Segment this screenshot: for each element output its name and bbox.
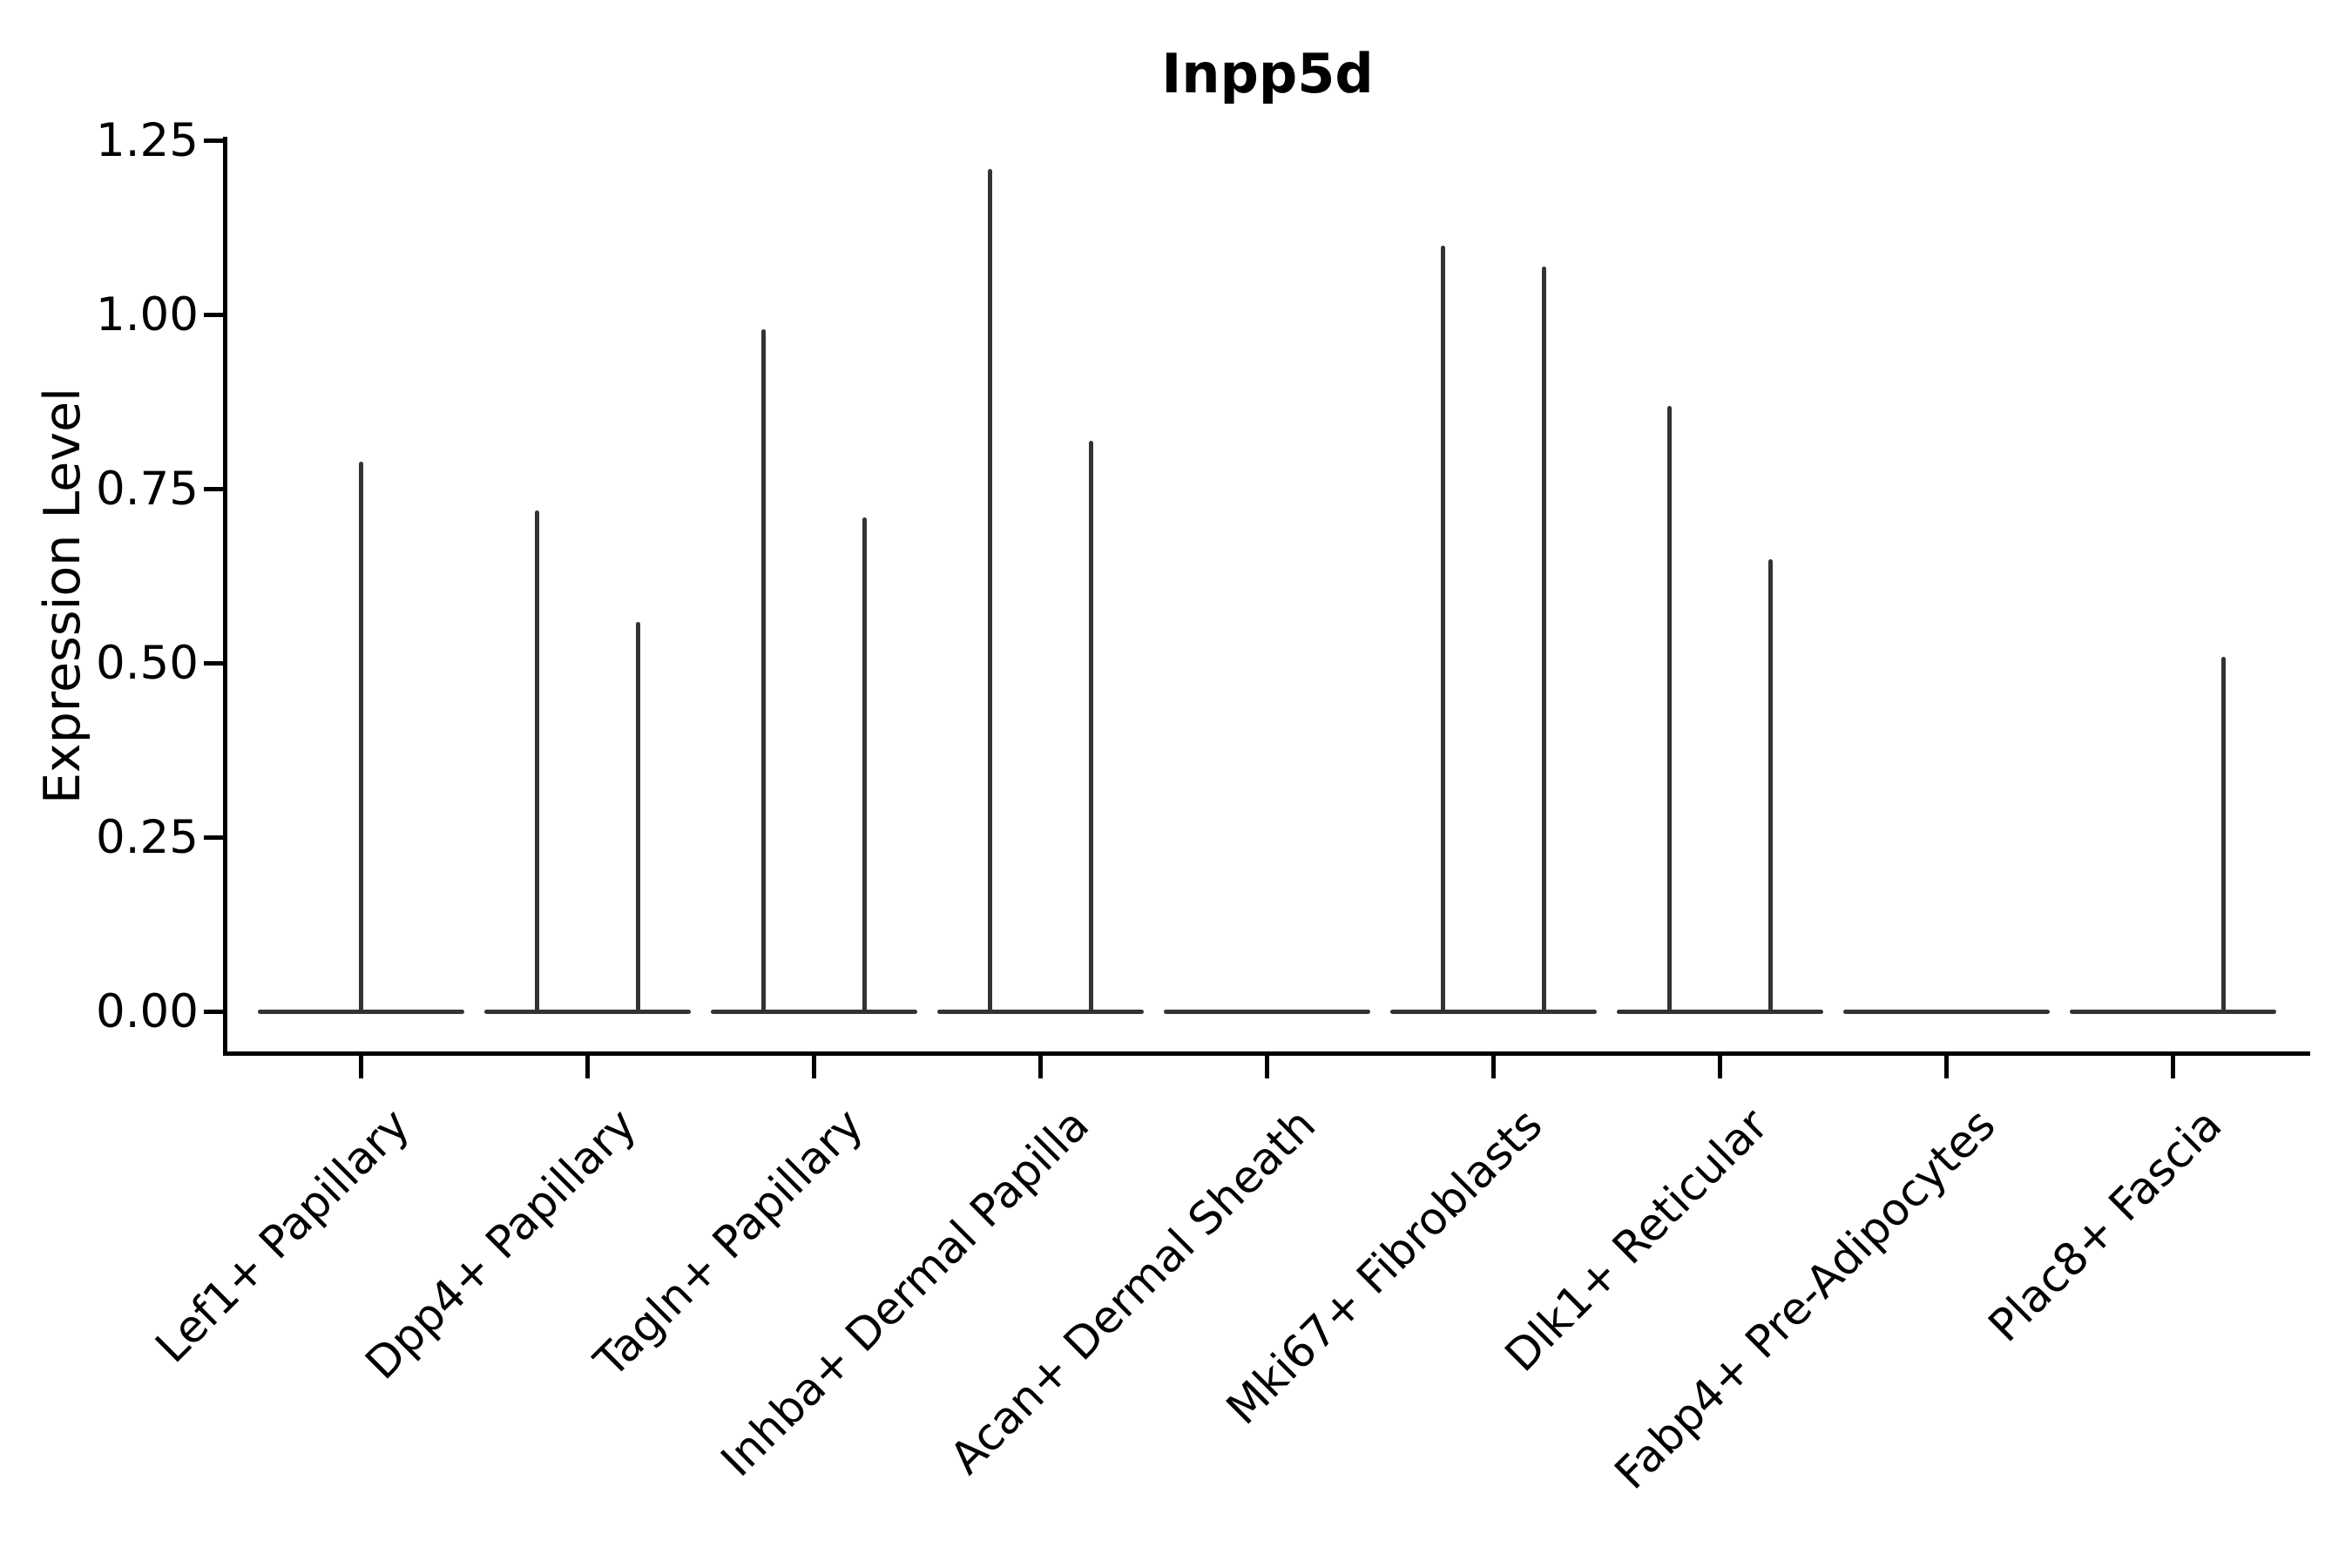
violin-spike-left: [987, 168, 992, 1014]
violin-spike-right: [2220, 656, 2226, 1014]
x-tick-mark: [2171, 1055, 2175, 1078]
y-axis-spine: [223, 137, 227, 1056]
violin-base: [1616, 1009, 1823, 1015]
violin-base: [1389, 1009, 1597, 1015]
violin-base: [1163, 1009, 1370, 1015]
x-tick-label: Acan+ Dermal Sheath: [940, 1099, 1327, 1485]
violin-spike-left: [534, 510, 539, 1014]
y-tick-mark: [204, 139, 224, 143]
y-tick-mark: [204, 1010, 224, 1014]
y-tick-label: 0.00: [95, 984, 199, 1038]
y-tick-mark: [204, 661, 224, 666]
violin-spike-right: [862, 517, 867, 1014]
x-tick-mark: [1038, 1055, 1043, 1078]
x-tick-mark: [1265, 1055, 1269, 1078]
violin-base: [483, 1009, 691, 1015]
violin-spike-right: [1767, 558, 1773, 1014]
x-tick-label: Plac8+ Fascia: [1978, 1099, 2233, 1353]
y-tick-label: 0.25: [95, 810, 199, 864]
violin-base: [2069, 1009, 2276, 1015]
x-tick-mark: [1718, 1055, 1722, 1078]
x-tick-mark: [585, 1055, 590, 1078]
violin-spike-right: [635, 621, 640, 1014]
y-tick-mark: [204, 313, 224, 317]
y-tick-label: 1.00: [95, 287, 199, 341]
violin-spike-left: [1440, 245, 1445, 1014]
x-tick-label: Fabp4+ Pre-Adipocytes: [1605, 1099, 2006, 1500]
violin-spike-left: [760, 328, 766, 1014]
y-tick-label: 1.25: [95, 113, 199, 167]
violin-spike-center: [358, 461, 363, 1014]
y-tick-label: 0.75: [95, 462, 199, 516]
x-tick-mark: [812, 1055, 816, 1078]
x-tick-label: Inhba+ Dermal Papilla: [712, 1099, 1100, 1487]
y-tick-label: 0.50: [95, 636, 199, 690]
y-axis-label: Expression Level: [34, 388, 91, 804]
violin-base: [936, 1009, 1144, 1015]
violin-base: [1842, 1009, 2050, 1015]
x-tick-mark: [359, 1055, 363, 1078]
violin-spike-right: [1541, 266, 1546, 1014]
violin-spike-left: [1666, 405, 1672, 1014]
y-tick-mark: [204, 487, 224, 491]
x-axis-spine: [223, 1051, 2310, 1056]
chart-title: Inpp5d: [1161, 42, 1374, 105]
violin-base: [710, 1009, 917, 1015]
x-tick-mark: [1491, 1055, 1496, 1078]
y-tick-mark: [204, 835, 224, 840]
violin-spike-right: [1088, 440, 1093, 1014]
x-tick-mark: [1944, 1055, 1949, 1078]
